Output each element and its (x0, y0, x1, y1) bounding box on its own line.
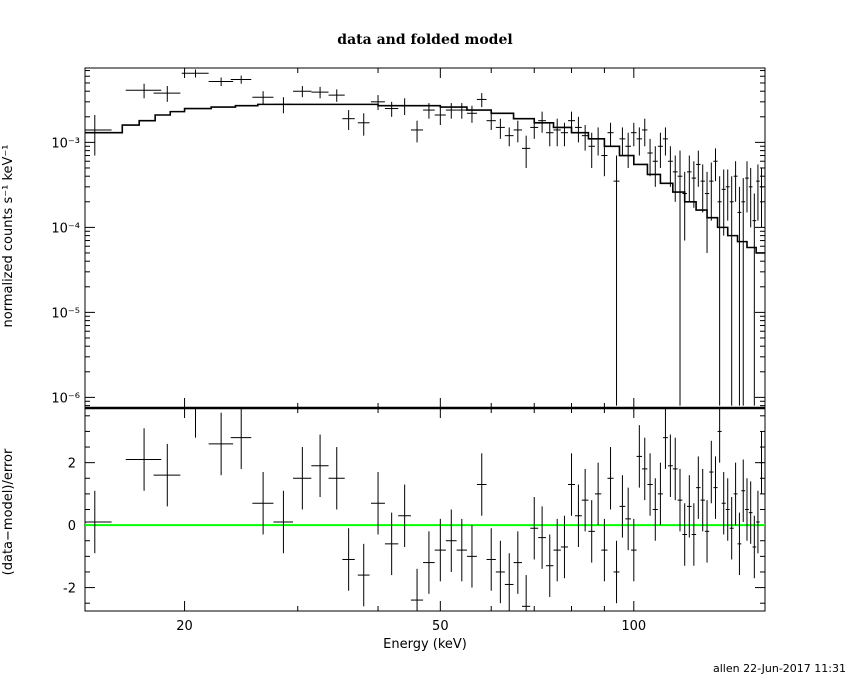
bottom-frame (84, 407, 766, 612)
bottom-ytick-label: 0 (68, 519, 76, 534)
x-tick-label: 50 (432, 619, 449, 634)
top-ytick-label: 10⁻⁶ (51, 391, 80, 406)
model-step-line (85, 103, 765, 254)
x-axis-label: Energy (keV) (383, 637, 467, 652)
top-ylabel: normalized counts s⁻¹ keV⁻¹ (1, 145, 16, 328)
bottom-ytick-label: -2 (63, 582, 76, 597)
top-ytick-label: 10⁻⁴ (51, 221, 80, 236)
footer-stamp: allen 22-Jun-2017 11:31 (713, 662, 846, 675)
bottom-ylabel: (data−model)/error (1, 448, 16, 575)
chart-title: data and folded model (337, 32, 512, 48)
residual-panel: -2 0 2 20 50 100 (63, 406, 766, 634)
x-tick-label: 100 (621, 619, 646, 634)
top-frame (84, 67, 766, 409)
bottom-ytick-label: 2 (68, 457, 76, 472)
x-tick-label: 20 (176, 619, 193, 634)
top-ytick-label: 10⁻³ (51, 136, 80, 151)
spectrum-panel: 10⁻⁶ 10⁻⁵ 10⁻⁴ 10⁻³ (51, 67, 766, 409)
top-ytick-label: 10⁻⁵ (51, 306, 80, 321)
